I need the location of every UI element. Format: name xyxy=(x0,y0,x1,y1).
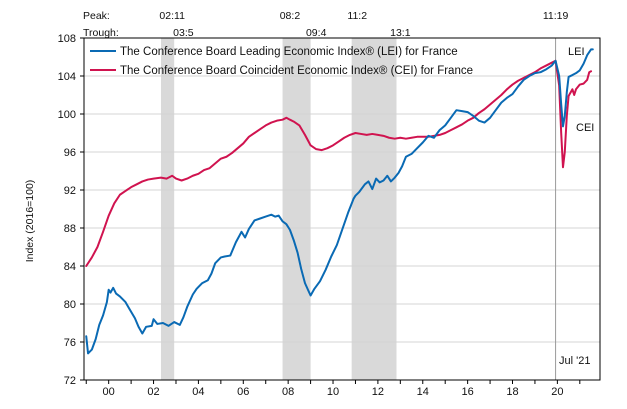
x-tick-label: 10 xyxy=(327,386,339,398)
recession-band xyxy=(160,38,175,380)
x-tick-label: 12 xyxy=(372,386,384,398)
recession-band xyxy=(282,38,311,380)
date-annotation: Jul '21 xyxy=(559,355,590,367)
y-tick-label: 104 xyxy=(58,71,76,83)
y-tick-label: 100 xyxy=(58,109,76,121)
legend: The Conference Board Leading Economic In… xyxy=(90,46,473,77)
peak-date: 02:11 xyxy=(159,10,185,22)
x-tick-label: 18 xyxy=(506,386,518,398)
x-tick-label: 14 xyxy=(417,386,429,398)
y-tick-label: 84 xyxy=(64,261,76,273)
series-line-cei xyxy=(85,59,593,267)
trough-date: 13:1 xyxy=(390,27,411,39)
y-axis: 72 76 80 84 88 92 96 100 104 108 xyxy=(58,33,84,387)
legend-label-lei: The Conference Board Leading Economic In… xyxy=(120,46,458,58)
x-tick-label: 02 xyxy=(147,386,159,398)
peak-date: 11:19 xyxy=(543,10,569,22)
y-tick-label: 72 xyxy=(64,375,76,387)
plot-frame xyxy=(83,37,601,381)
x-tick-label: 08 xyxy=(282,386,294,398)
series-line-lei xyxy=(85,48,594,355)
peak-date: 11:2 xyxy=(347,10,367,22)
peak-date: 08:2 xyxy=(280,10,301,22)
legend-label-cei: The Conference Board Coincident Economic… xyxy=(120,65,473,77)
x-tick-label: 16 xyxy=(462,386,474,398)
recession-bands xyxy=(160,38,397,380)
x-tick-label: 04 xyxy=(192,386,204,398)
x-axis: 00 02 04 06 08 10 12 14 16 18 20 xyxy=(85,380,581,398)
x-tick-label: 06 xyxy=(237,386,249,398)
series-lines xyxy=(85,48,594,355)
lei-annotation: LEI xyxy=(568,46,585,58)
cei-annotation: CEI xyxy=(576,122,594,134)
x-tick-label: 00 xyxy=(103,386,115,398)
y-axis-label: Index (2016=100) xyxy=(24,180,36,263)
y-tick-label: 108 xyxy=(58,33,76,45)
x-tick-label: 20 xyxy=(551,386,563,398)
y-tick-label: 80 xyxy=(64,299,76,311)
y-tick-label: 88 xyxy=(64,223,76,235)
recession-band xyxy=(351,38,397,380)
trough-date: 03:5 xyxy=(173,27,194,39)
y-tick-label: 76 xyxy=(64,337,76,349)
peak-row-label: Peak: xyxy=(83,10,110,22)
trough-dates: 03:5 09:4 13:1 xyxy=(173,27,411,39)
trough-date: 09:4 xyxy=(306,27,327,39)
y-tick-label: 96 xyxy=(64,147,76,159)
y-tick-label: 92 xyxy=(64,185,76,197)
trough-row-label: Trough: xyxy=(83,27,119,39)
peak-dates: 02:11 08:2 11:2 11:19 xyxy=(159,10,568,22)
